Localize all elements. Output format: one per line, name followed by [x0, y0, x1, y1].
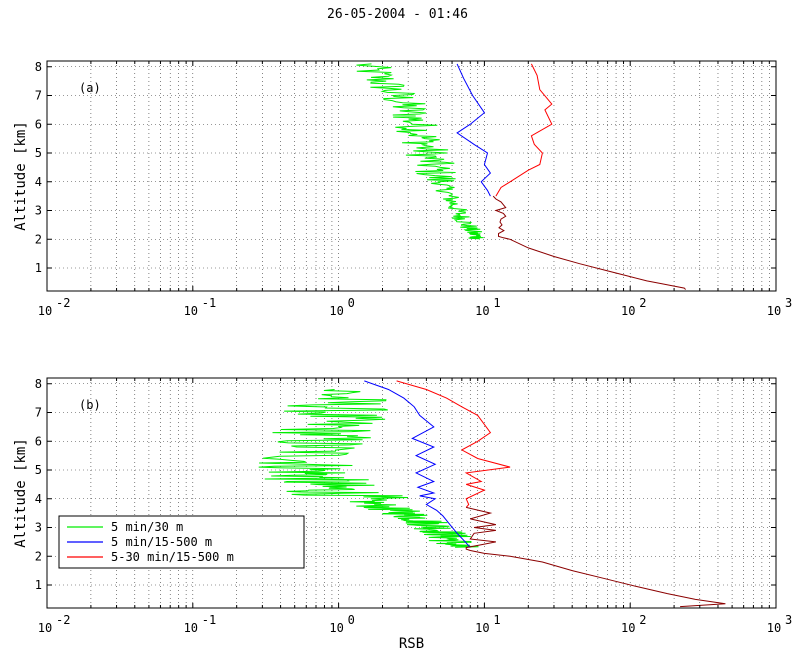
- x-tick-label: 10: [475, 304, 489, 318]
- y-tick-label: 1: [35, 578, 42, 592]
- x-tick-label: 10: [475, 621, 489, 635]
- y-axis-label: Altitude [km]: [13, 438, 29, 548]
- series-line-0: [356, 63, 484, 240]
- panel-label: (a): [79, 81, 101, 95]
- y-tick-label: 5: [35, 463, 42, 477]
- x-tick-exponent: 0: [348, 296, 355, 310]
- series-line-0: [258, 389, 479, 549]
- y-tick-label: 3: [35, 521, 42, 535]
- y-tick-label: 2: [35, 549, 42, 563]
- x-tick-label: 10: [621, 304, 635, 318]
- y-tick-label: 8: [35, 377, 42, 391]
- x-tick-label: 10: [38, 621, 52, 635]
- series-group: [356, 63, 686, 290]
- panel-b: 10 -2 10 -1 10 0 10 1 10 2 10 3 1 2 3 4 5 6 7 8 Altitude [km…: [13, 377, 792, 652]
- legend: 5 min/30 m5 min/15-500 m5-30 min/15-500 …: [58, 515, 305, 569]
- x-tick-exponent: 2: [639, 613, 646, 627]
- series-line-2: [495, 63, 553, 197]
- x-tick-exponent: 3: [785, 613, 792, 627]
- axes-frame: [46, 60, 777, 292]
- y-tick-label: 2: [35, 232, 42, 246]
- legend-label: 5 min/15-500 m: [111, 535, 212, 549]
- y-tick-label: 1: [35, 261, 42, 275]
- y-tick-label: 6: [35, 117, 42, 131]
- y-tick-label: 3: [35, 204, 42, 218]
- x-tick-exponent: -1: [202, 613, 216, 627]
- x-tick-exponent: 3: [785, 296, 792, 310]
- series-group: [258, 380, 726, 608]
- y-tick-label: 7: [35, 89, 42, 103]
- x-tick-label: 10: [38, 304, 52, 318]
- x-tick-exponent: 0: [348, 613, 355, 627]
- x-tick-exponent: 1: [493, 613, 500, 627]
- legend-label: 5 min/30 m: [111, 520, 183, 534]
- y-tick-label: 6: [35, 434, 42, 448]
- series-line-3: [492, 195, 686, 290]
- legend-label: 5-30 min/15-500 m: [111, 550, 234, 564]
- axes-frame: [46, 377, 777, 609]
- y-tick-label: 4: [35, 492, 42, 506]
- x-tick-exponent: -2: [56, 296, 70, 310]
- series-line-1: [364, 380, 471, 548]
- y-axis-label: Altitude [km]: [13, 121, 29, 231]
- x-tick-exponent: -1: [202, 296, 216, 310]
- series-line-1: [456, 63, 492, 197]
- x-tick-exponent: -2: [56, 613, 70, 627]
- x-tick-exponent: 2: [639, 296, 646, 310]
- figure-title: 26-05-2004 - 01:46: [327, 7, 468, 22]
- panel-a: 10 -2 10 -1 10 0 10 1 10 2 10 3 1 2 3 4 5 6 7 8 Altitude [km…: [13, 60, 792, 318]
- y-tick-label: 7: [35, 406, 42, 420]
- x-tick-label: 10: [329, 621, 343, 635]
- y-tick-label: 8: [35, 60, 42, 74]
- x-tick-label: 10: [184, 621, 198, 635]
- x-tick-label: 10: [621, 621, 635, 635]
- panel-label: (b): [79, 398, 101, 412]
- x-tick-label: 10: [329, 304, 343, 318]
- series-line-3: [465, 506, 726, 608]
- x-tick-exponent: 1: [493, 296, 500, 310]
- x-axis-label: RSB: [399, 636, 424, 652]
- x-tick-label: 10: [767, 621, 781, 635]
- x-tick-label: 10: [184, 304, 198, 318]
- y-tick-label: 5: [35, 146, 42, 160]
- y-tick-label: 4: [35, 175, 42, 189]
- x-tick-label: 10: [767, 304, 781, 318]
- series-line-2: [396, 380, 511, 508]
